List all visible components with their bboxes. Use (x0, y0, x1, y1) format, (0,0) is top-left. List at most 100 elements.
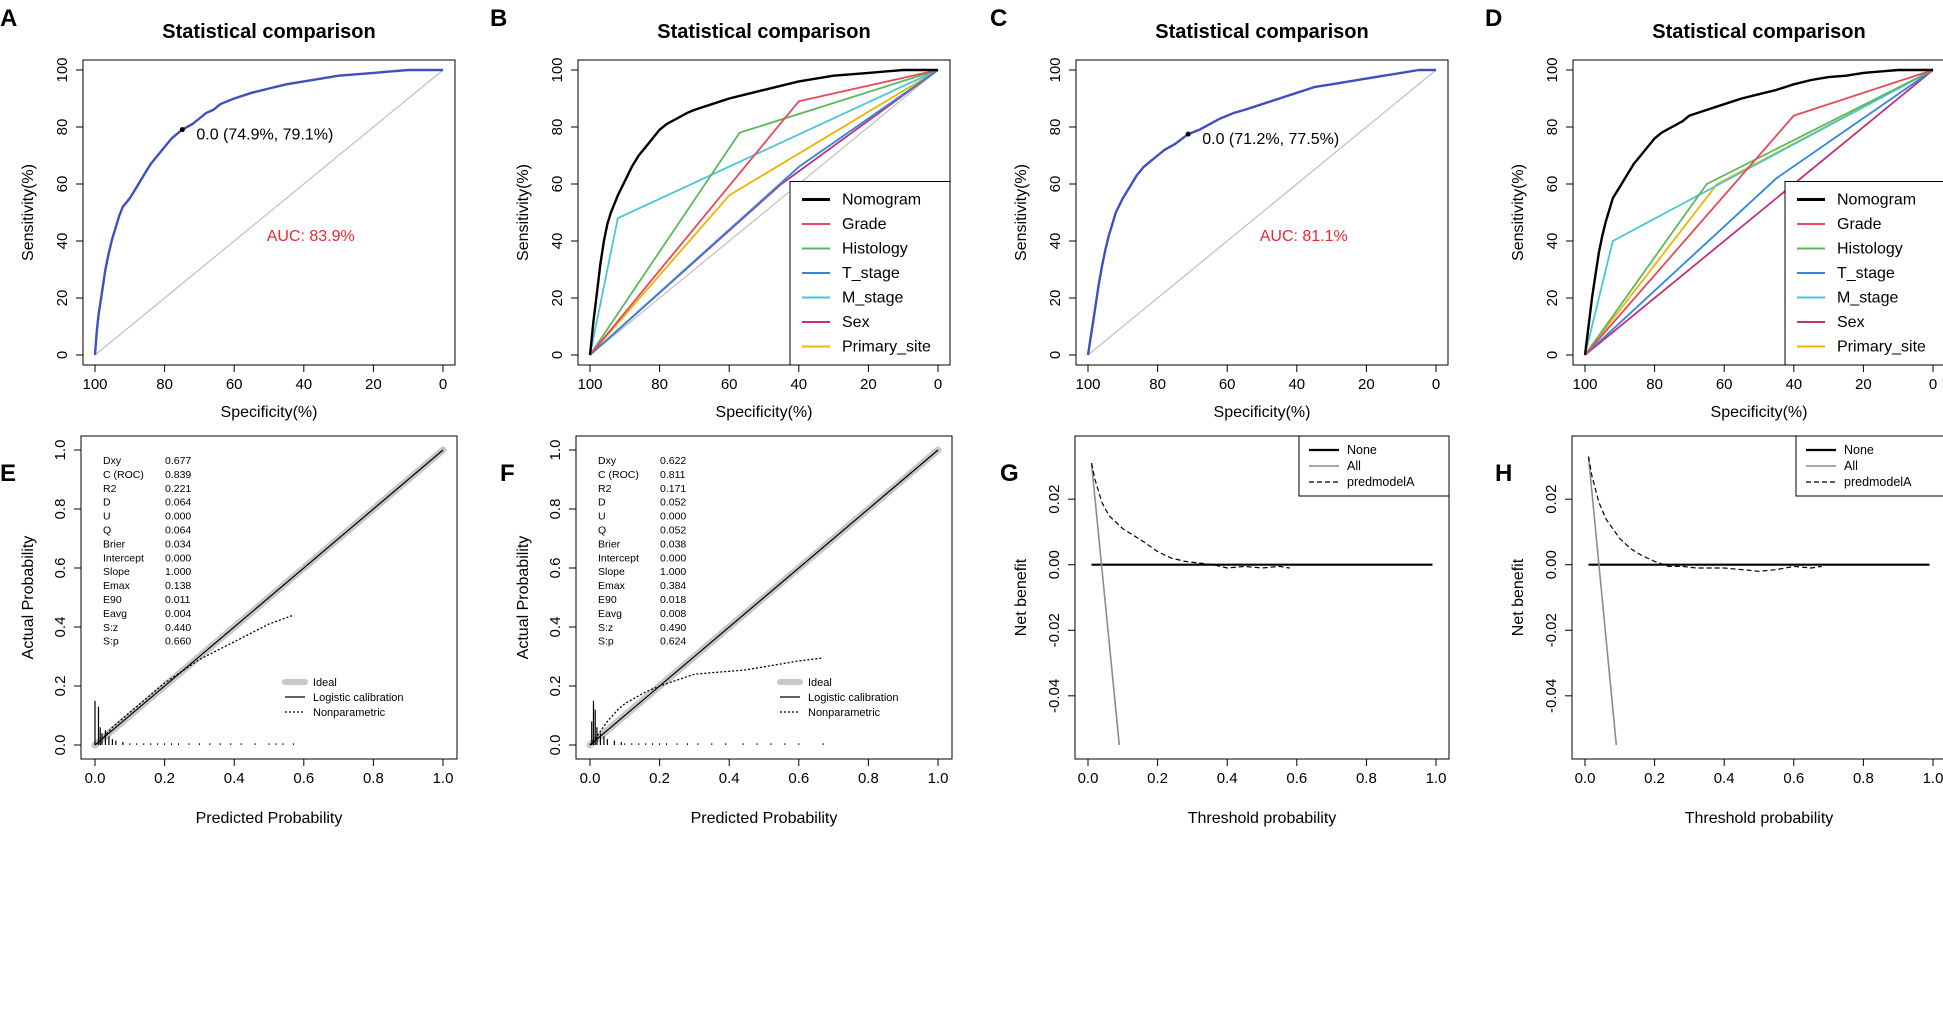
series-line-all (1090, 463, 1121, 746)
stat-value-s-z: 0.440 (165, 622, 191, 634)
stat-label-d: D (598, 497, 606, 509)
x-tick-label: 80 (651, 376, 668, 393)
x-tick-label: 100 (577, 376, 602, 393)
x-tick-label: 0.4 (719, 770, 740, 787)
stat-label-emax: Emax (103, 580, 131, 592)
y-tick-label: 0 (549, 351, 566, 359)
x-tick-label: 0 (439, 376, 447, 393)
reference-diagonal (589, 69, 939, 356)
plot-frame (1075, 59, 1449, 366)
x-axis-label: Threshold probability (1685, 810, 1834, 827)
chart-title: Statistical comparison (162, 21, 375, 43)
series-line-nomogram (1583, 68, 1933, 356)
panel-d: D Statistical comparison 100 80 60 40 20 0 0 20 40… (1485, 5, 1943, 421)
stat-label-intercept: Intercept (598, 552, 639, 564)
y-tick-label: 20 (1544, 290, 1561, 307)
stat-label-q: Q (598, 525, 606, 537)
series-line-grade (1584, 69, 1934, 356)
stat-label-emax: Emax (598, 580, 626, 592)
y-tick-label: 80 (54, 119, 71, 136)
stat-label-slope: Slope (103, 566, 130, 578)
series-line-nonparametric (589, 657, 824, 746)
stat-value-s-p: 0.660 (165, 636, 191, 648)
x-tick-label: 0.4 (224, 770, 245, 787)
series-line-logistic-calibration (94, 449, 444, 746)
x-tick-label: 40 (790, 376, 807, 393)
stat-value-emax: 0.384 (660, 580, 686, 592)
series-group (1587, 456, 1930, 746)
y-tick-label: 80 (1047, 119, 1064, 136)
stat-value-e90: 0.011 (165, 594, 191, 606)
series-line-primary-site (589, 69, 939, 356)
series-line-sex (1584, 69, 1934, 356)
chart-title: Statistical comparison (1155, 21, 1368, 43)
x-tick-label: 0.0 (1078, 770, 1099, 787)
stat-value-d: 0.052 (660, 497, 686, 509)
y-axis-label: Actual Probability (515, 536, 532, 660)
y-tick-label: 60 (1544, 176, 1561, 193)
legend-label-histology: Histology (842, 241, 908, 258)
series-line-nomogram (588, 68, 938, 356)
legend-label-nomogram: Nomogram (1837, 192, 1916, 209)
y-tick-label: 0.2 (52, 676, 69, 697)
stat-label-brier: Brier (598, 538, 621, 550)
legend-label-nonparametric: Nonparametric (808, 707, 881, 719)
legend-label-none: None (1844, 443, 1874, 457)
y-tick-label: 1.0 (52, 440, 69, 461)
panel-e: E 0.0 0.2 0.4 0.6 0.8 1.0 0.0 0.2 0.4 0.6 0.8 1.0 Pre… (0, 435, 458, 827)
y-tick-label: 0.0 (547, 735, 564, 756)
y-tick-label: 40 (1544, 233, 1561, 250)
x-tick-label: 40 (295, 376, 312, 393)
legend-label-nomogram: Nomogram (842, 192, 921, 209)
x-tick-label: 0.6 (1783, 770, 1804, 787)
stat-value-intercept: 0.000 (165, 552, 191, 564)
y-tick-label: 60 (549, 176, 566, 193)
y-tick-label: 60 (54, 176, 71, 193)
panel-c: C Statistical comparison 100 80 60 40 20 0 0 20 40… (990, 5, 1449, 421)
legend: None All predmodelA (1795, 435, 1943, 497)
x-tick-label: 0.8 (858, 770, 879, 787)
y-axis-label: Actual Probability (20, 536, 37, 660)
y-tick-label: 0.6 (547, 558, 564, 579)
series-line-nomogram (1086, 68, 1436, 356)
panel-a: A Statistical comparison 100 80 60 40 20 0 0 20 40… (0, 5, 456, 421)
legend-label-predmodela: predmodelA (1347, 475, 1415, 489)
y-tick-label: 0.00 (1046, 550, 1063, 579)
y-tick-label: 100 (1544, 57, 1561, 82)
series-line-grade (589, 69, 939, 356)
legend-label-nonparametric: Nonparametric (313, 707, 386, 719)
legend-label-logistic-calibration: Logistic calibration (808, 692, 899, 704)
x-tick-label: 0.8 (1853, 770, 1874, 787)
panel-b: B Statistical comparison 100 80 60 40 20 0 0 20 40… (490, 5, 951, 421)
plot-frame (80, 435, 458, 760)
stat-label-c-roc: C (ROC) (103, 469, 144, 481)
y-tick-label: 0 (54, 351, 71, 359)
y-tick-label: 0 (1544, 351, 1561, 359)
panel-letter-f: F (500, 460, 515, 487)
stat-label-eavg: Eavg (103, 608, 127, 620)
stat-label-c-roc: C (ROC) (598, 469, 639, 481)
y-tick-label: 0.2 (547, 676, 564, 697)
y-tick-label: 0.4 (547, 617, 564, 638)
panel-h: H 0.0 0.2 0.4 0.6 0.8 1.0 -0.04 -0.02 0.00 0.02 Thr… (1495, 435, 1943, 827)
y-tick-label: -0.02 (1046, 613, 1063, 647)
series-line-all (1587, 456, 1618, 746)
stat-label-r2: R2 (103, 483, 117, 495)
stat-label-slope: Slope (598, 566, 625, 578)
legend-label-sex: Sex (842, 314, 870, 331)
legend-label-logistic-calibration: Logistic calibration (313, 692, 404, 704)
stat-value-q: 0.064 (165, 525, 191, 537)
x-tick-label: 0.8 (1356, 770, 1377, 787)
y-axis-label: Sensitivity(%) (1510, 164, 1527, 261)
reference-diagonal (1087, 69, 1437, 356)
stat-value-r2: 0.171 (660, 483, 686, 495)
panel-letter-g: G (1000, 460, 1019, 487)
x-tick-label: 0.6 (788, 770, 809, 787)
stats-table: Dxy 0.622 C (ROC) 0.811 R2 0.171 D 0.052 U 0.000 Q… (598, 455, 686, 648)
x-tick-label: 0.2 (154, 770, 175, 787)
stat-value-d: 0.064 (165, 497, 191, 509)
stat-value-slope: 1.000 (660, 566, 686, 578)
x-tick-label: 20 (860, 376, 877, 393)
x-tick-label: 0.2 (1644, 770, 1665, 787)
stat-label-u: U (103, 511, 111, 523)
